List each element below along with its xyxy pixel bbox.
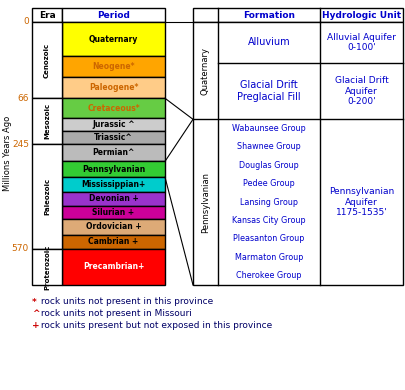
Text: Paleogene*: Paleogene*: [89, 83, 138, 92]
Text: Devonian +: Devonian +: [89, 194, 139, 203]
Bar: [62, 177, 165, 191]
Text: Wabaunsee Group: Wabaunsee Group: [232, 124, 306, 133]
Text: Pennsylvanian: Pennsylvanian: [82, 165, 145, 174]
Text: Kansas City Group: Kansas City Group: [232, 216, 306, 225]
Bar: [62, 234, 165, 249]
Text: Pennsylvanian
Aquifer
1175-1535': Pennsylvanian Aquifer 1175-1535': [329, 187, 394, 217]
Text: Quaternary: Quaternary: [89, 35, 138, 44]
Text: Millions Years Ago: Millions Years Ago: [4, 116, 13, 191]
Text: 66: 66: [17, 94, 29, 103]
Bar: [62, 22, 165, 56]
Text: Era: Era: [38, 11, 55, 20]
Bar: [62, 206, 165, 219]
Text: Neogene*: Neogene*: [92, 62, 135, 71]
Text: Cherokee Group: Cherokee Group: [236, 271, 302, 280]
Bar: [62, 191, 165, 206]
Text: Cenozoic: Cenozoic: [44, 43, 50, 78]
Text: rock units present but not exposed in this province: rock units present but not exposed in th…: [38, 321, 272, 330]
Text: Pleasanton Group: Pleasanton Group: [233, 234, 305, 243]
Text: Cambrian +: Cambrian +: [88, 237, 139, 246]
Text: Mississippian+: Mississippian+: [81, 180, 146, 189]
Text: ^: ^: [32, 310, 40, 319]
Bar: [62, 249, 165, 285]
Bar: [62, 8, 165, 22]
Bar: [32, 249, 62, 285]
Text: Glacial Drift
Preglacial Fill: Glacial Drift Preglacial Fill: [237, 80, 301, 102]
Text: Alluvium: Alluvium: [248, 37, 290, 48]
Bar: [32, 8, 62, 22]
Bar: [193, 22, 403, 285]
Text: Jurassic ^: Jurassic ^: [92, 120, 135, 129]
Text: Glacial Drift
Aquifer
0-200': Glacial Drift Aquifer 0-200': [335, 76, 388, 106]
Bar: [62, 98, 165, 118]
Bar: [32, 22, 62, 98]
Text: Pedee Group: Pedee Group: [243, 179, 295, 188]
Text: Quaternary: Quaternary: [201, 47, 210, 95]
Text: Proterozoic: Proterozoic: [44, 244, 50, 289]
Text: Douglas Group: Douglas Group: [239, 161, 299, 170]
Text: Formation: Formation: [243, 11, 295, 20]
Bar: [62, 161, 165, 177]
Text: rock units not present in this province: rock units not present in this province: [38, 298, 213, 307]
Bar: [62, 144, 165, 161]
Text: Cretaceous*: Cretaceous*: [87, 104, 140, 113]
Text: 245: 245: [12, 140, 29, 149]
Text: Paleozoic: Paleozoic: [44, 178, 50, 215]
Text: Silurian +: Silurian +: [92, 208, 134, 217]
Bar: [62, 77, 165, 98]
Bar: [62, 56, 165, 77]
Bar: [32, 98, 62, 144]
Text: 0: 0: [23, 18, 29, 27]
Text: Precambrian+: Precambrian+: [83, 262, 144, 271]
Text: Permian^: Permian^: [92, 148, 135, 157]
Bar: [193, 8, 403, 22]
Text: *: *: [32, 298, 37, 307]
Text: 570: 570: [12, 244, 29, 253]
Bar: [62, 219, 165, 234]
Text: Hydrologic Unit: Hydrologic Unit: [322, 11, 401, 20]
Text: Marmaton Group: Marmaton Group: [235, 253, 303, 262]
Text: Shawnee Group: Shawnee Group: [237, 142, 301, 151]
Text: +: +: [32, 321, 40, 330]
Text: Mesozoic: Mesozoic: [44, 103, 50, 139]
Text: Lansing Group: Lansing Group: [240, 198, 298, 207]
Text: rock units not present in Missouri: rock units not present in Missouri: [38, 310, 192, 319]
Bar: [62, 131, 165, 144]
Text: Triassic^: Triassic^: [94, 133, 133, 142]
Bar: [62, 118, 165, 131]
Text: Alluvial Aquifer
0-100': Alluvial Aquifer 0-100': [327, 33, 396, 52]
Text: Pennsylvanian: Pennsylvanian: [201, 172, 210, 233]
Text: Period: Period: [97, 11, 130, 20]
Text: Ordovician +: Ordovician +: [86, 222, 141, 231]
Bar: [32, 144, 62, 249]
